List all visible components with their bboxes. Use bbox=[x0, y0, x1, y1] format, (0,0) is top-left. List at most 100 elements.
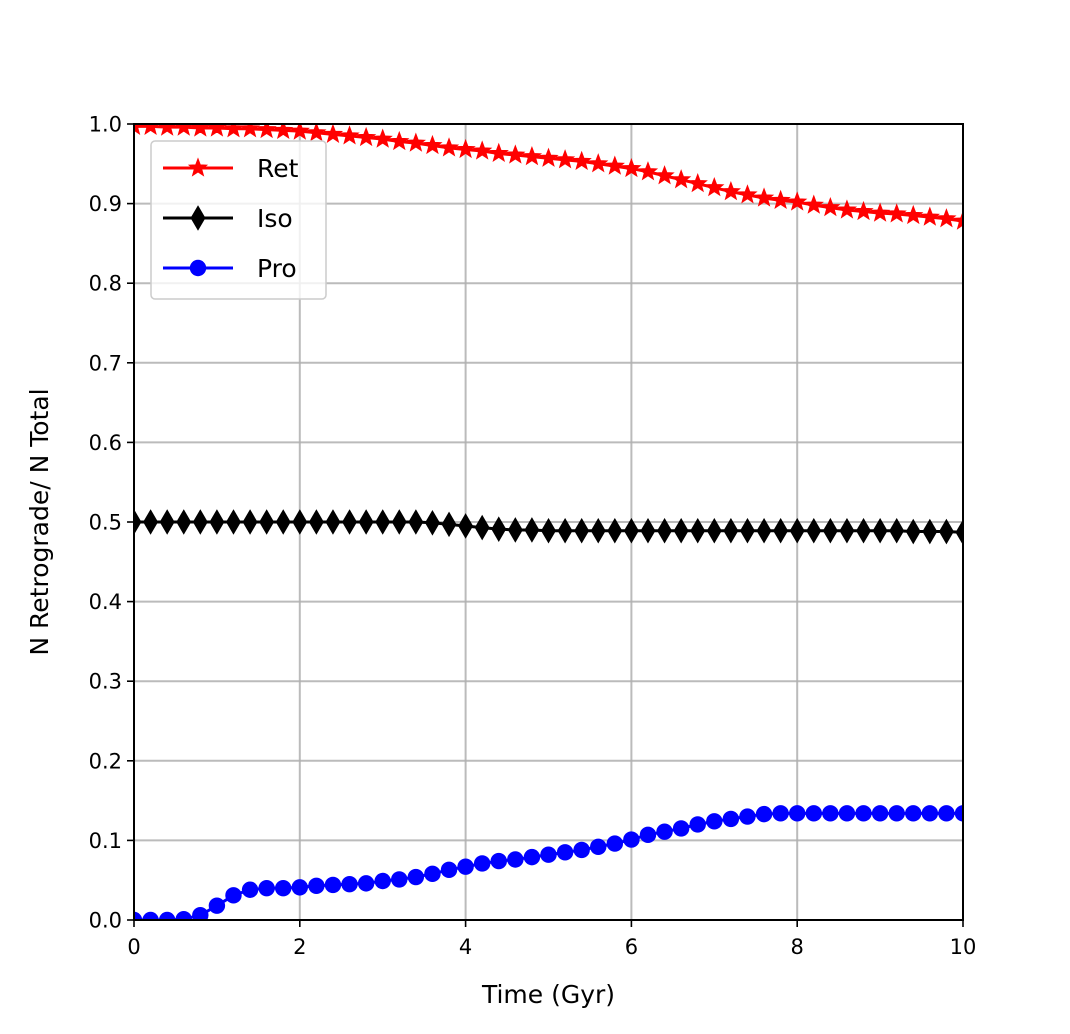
data-point-ret bbox=[886, 203, 907, 223]
data-point-iso bbox=[590, 517, 606, 544]
data-point-ret bbox=[637, 161, 659, 181]
data-point-ret bbox=[770, 189, 791, 210]
series-pro bbox=[134, 805, 963, 920]
data-point-ret bbox=[554, 149, 576, 169]
data-point-iso bbox=[375, 509, 391, 535]
data-point-iso bbox=[938, 518, 954, 545]
data-point-ret bbox=[704, 177, 725, 197]
data-point-iso bbox=[905, 518, 921, 545]
data-point-iso bbox=[292, 509, 308, 535]
legend-label: Iso bbox=[257, 204, 293, 233]
axis-ticks: 0 2 4 6 8 10 0.0 0.1 0.2 0.3 0.4 0.5 0.6 0.7 0.8 0.9 1.0 bbox=[89, 113, 977, 960]
data-point-iso bbox=[424, 510, 440, 536]
data-point-ret bbox=[355, 126, 377, 147]
data-point-ret bbox=[671, 169, 692, 189]
data-point-pro bbox=[291, 879, 308, 896]
data-point-ret bbox=[836, 199, 858, 219]
legend-box bbox=[150, 140, 327, 300]
x-tick-label: 2 bbox=[293, 935, 306, 959]
data-point-ret bbox=[538, 147, 559, 167]
data-point-iso bbox=[134, 509, 142, 535]
data-point-pro bbox=[134, 911, 143, 920]
data-point-ret bbox=[936, 208, 957, 228]
data-point-ret bbox=[488, 142, 509, 163]
data-point-pro bbox=[938, 805, 955, 822]
data-point-iso bbox=[557, 517, 573, 544]
y-tick-label: 0.8 bbox=[89, 272, 122, 296]
data-point-pro bbox=[540, 846, 557, 863]
data-point-iso bbox=[176, 509, 192, 535]
data-point-ret bbox=[422, 134, 443, 155]
data-point-ret bbox=[521, 146, 543, 166]
data-point-iso bbox=[706, 517, 722, 544]
data-point-iso bbox=[524, 517, 540, 543]
data-point-pro bbox=[324, 876, 342, 894]
data-point-pro bbox=[772, 805, 789, 822]
data-point-ret bbox=[820, 196, 841, 217]
data-point-pro bbox=[258, 879, 275, 897]
data-point-iso bbox=[474, 514, 490, 541]
legend-item-iso: Iso bbox=[163, 204, 293, 233]
data-point-pro bbox=[391, 871, 408, 888]
data-point-ret bbox=[372, 128, 393, 148]
data-point-iso bbox=[507, 517, 523, 543]
y-tick-label: 0.2 bbox=[89, 749, 122, 773]
data-point-iso bbox=[209, 509, 225, 535]
data-point-iso bbox=[856, 517, 871, 544]
x-tick-label: 6 bbox=[625, 935, 638, 959]
data-point-iso bbox=[806, 517, 822, 544]
data-point-iso bbox=[325, 509, 341, 535]
y-tick-label: 0.7 bbox=[89, 351, 122, 375]
data-point-ret bbox=[588, 153, 609, 173]
data-point-pro bbox=[855, 805, 872, 822]
data-point-iso bbox=[756, 517, 772, 544]
data-point-ret bbox=[273, 124, 294, 139]
data-point-pro bbox=[722, 810, 740, 828]
data-point-iso bbox=[242, 509, 258, 535]
data-point-iso bbox=[391, 509, 407, 535]
legend-swatch-marker bbox=[189, 259, 207, 277]
data-point-pro bbox=[755, 805, 773, 823]
data-point-iso bbox=[491, 516, 507, 542]
data-point-ret bbox=[239, 124, 261, 138]
y-tick-label: 0.0 bbox=[89, 909, 122, 933]
data-point-pro bbox=[473, 855, 491, 872]
legend: Ret Iso Pro bbox=[150, 140, 327, 300]
data-point-ret bbox=[322, 124, 344, 143]
data-point-ret bbox=[869, 202, 891, 222]
data-point-iso bbox=[143, 509, 159, 535]
series-ret bbox=[134, 124, 963, 230]
data-point-iso bbox=[739, 517, 755, 544]
data-point-iso bbox=[441, 511, 457, 538]
data-point-ret bbox=[455, 138, 476, 159]
x-tick-label: 10 bbox=[950, 935, 977, 959]
data-point-iso bbox=[226, 509, 241, 535]
data-point-ret bbox=[654, 165, 675, 185]
data-point-ret bbox=[438, 137, 460, 157]
data-point-pro bbox=[357, 875, 375, 892]
y-tick-label: 0.6 bbox=[89, 431, 122, 455]
data-point-iso bbox=[690, 517, 706, 544]
data-point-iso bbox=[822, 517, 838, 544]
legend-item-ret: Ret bbox=[163, 154, 299, 183]
y-tick-label: 1.0 bbox=[89, 113, 122, 137]
data-point-ret bbox=[339, 125, 360, 145]
data-point-iso bbox=[773, 517, 789, 544]
legend-item-pro: Pro bbox=[163, 254, 297, 283]
data-point-pro bbox=[457, 858, 474, 875]
data-point-pro bbox=[689, 816, 706, 833]
x-axis-label: Time (Gyr) bbox=[481, 980, 615, 1009]
data-point-pro bbox=[507, 851, 524, 868]
data-point-pro bbox=[590, 838, 607, 855]
data-point-pro bbox=[639, 826, 657, 844]
y-tick-label: 0.5 bbox=[89, 511, 122, 535]
data-point-pro bbox=[706, 813, 723, 830]
data-point-iso bbox=[458, 513, 474, 539]
data-point-pro bbox=[208, 897, 226, 914]
data-point-pro bbox=[739, 808, 756, 825]
data-point-iso bbox=[872, 517, 888, 544]
data-point-pro bbox=[573, 841, 590, 859]
data-point-ret bbox=[505, 144, 526, 164]
data-point-ret bbox=[621, 157, 642, 178]
data-point-pro bbox=[158, 911, 176, 920]
